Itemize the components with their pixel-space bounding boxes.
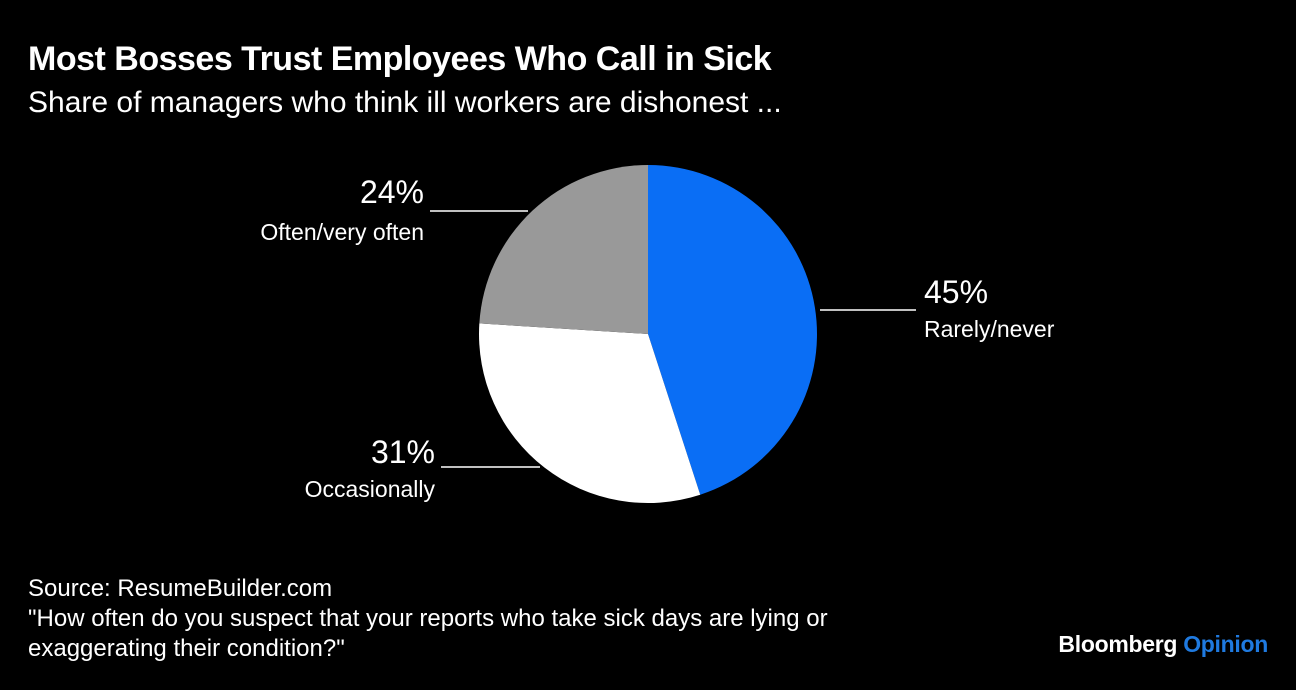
brand-logo: Bloomberg Opinion xyxy=(1058,631,1268,658)
pie-slice-rarely-never xyxy=(648,165,818,495)
category-label-occasionally: Occasionally xyxy=(305,476,436,502)
brand-section: Opinion xyxy=(1183,631,1268,657)
pie-slice-occasionally xyxy=(479,323,701,503)
pie-chart: 45% Rarely/never 31% Occasionally 24% Often/v… xyxy=(260,165,1055,503)
category-label-rarely-never: Rarely/never xyxy=(924,316,1055,342)
source-note: Source: ResumeBuilder.com xyxy=(28,575,333,602)
value-label-often-very-often: 24% xyxy=(360,174,424,210)
value-label-rarely-never: 45% xyxy=(924,274,988,310)
survey-question-line-1: "How often do you suspect that your repo… xyxy=(28,605,828,632)
category-label-often-very-often: Often/very often xyxy=(260,219,424,245)
survey-question-line-2: exaggerating their condition?" xyxy=(28,635,345,662)
chart-subtitle: Share of managers who think ill workers … xyxy=(28,86,782,119)
brand-name: Bloomberg xyxy=(1058,631,1178,657)
chart-footer: Source: ResumeBuilder.com "How often do … xyxy=(28,574,828,664)
pie-slice-often-very-often xyxy=(479,165,648,334)
chart-title: Most Bosses Trust Employees Who Call in … xyxy=(28,40,772,78)
value-label-occasionally: 31% xyxy=(371,434,435,470)
